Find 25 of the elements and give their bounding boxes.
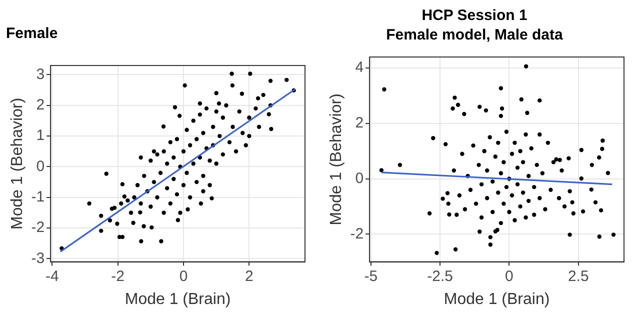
y-axis-title: Mode 1 (Behavior): [9, 98, 26, 230]
y-tick-label: -2: [350, 225, 364, 242]
y-tick-label: 0: [36, 158, 45, 175]
x-tick-label: -2.5: [427, 268, 453, 285]
y-tick-label: 4: [355, 59, 364, 76]
y-tick-label: -2: [31, 219, 45, 236]
y-axis-title: Mode 1 (Behavior): [328, 94, 346, 226]
chart-title: HCP Session 1 Female model, Male data: [386, 6, 564, 44]
y-tick-label: 1: [36, 127, 45, 144]
x-tick-label: -5: [364, 268, 378, 285]
x-tick-label: 0: [505, 268, 514, 285]
x-axis-title: Mode 1 (Brain): [444, 290, 550, 308]
y-tick-label: -1: [31, 188, 45, 206]
y-tick-label: 3: [36, 66, 45, 83]
x-tick-label: 0: [179, 268, 188, 285]
y-tick-label: 2: [36, 96, 45, 114]
x-tick-label: -2: [111, 268, 125, 285]
x-axis-title: Mode 1 (Brain): [124, 290, 231, 308]
y-tick-label: -3: [31, 250, 45, 267]
y-tick-label: 2: [355, 114, 364, 132]
x-tick-label: 2: [245, 268, 254, 285]
x-tick-label: 2.5: [568, 268, 589, 285]
x-tick-label: -4: [46, 268, 59, 285]
chart-title: Female: [6, 24, 58, 42]
y-tick-label: 0: [355, 170, 364, 187]
